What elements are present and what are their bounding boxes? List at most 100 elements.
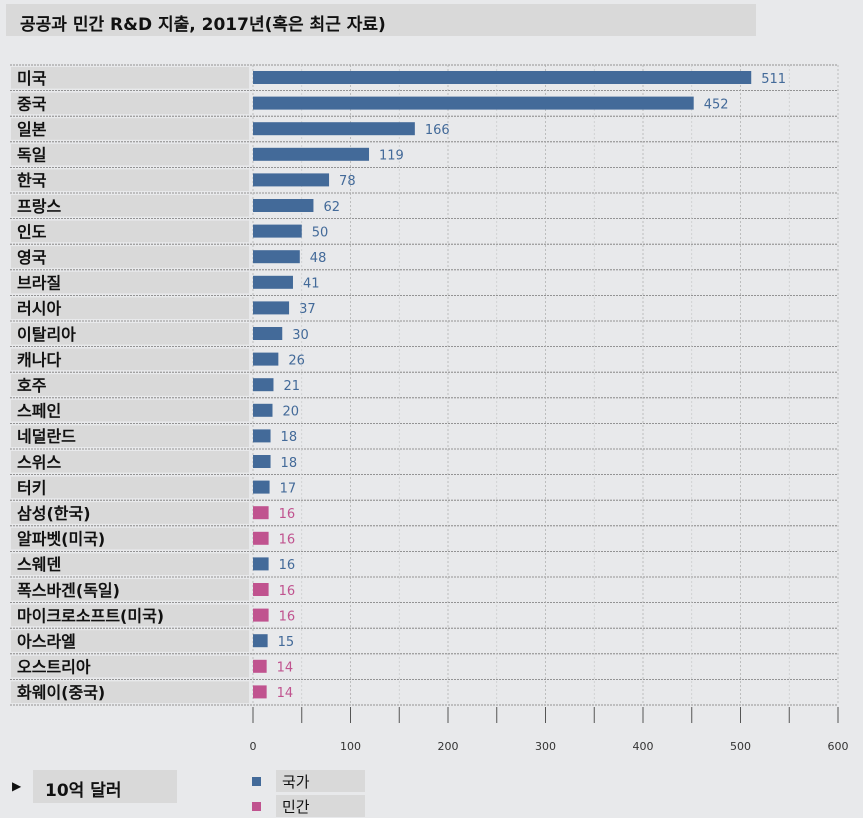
legend-label-box — [276, 770, 365, 792]
category-label-box — [11, 92, 249, 115]
legend-label-private: 민간 — [282, 798, 310, 816]
bar — [253, 583, 269, 596]
bar — [253, 173, 330, 187]
value-label: 78 — [339, 174, 356, 189]
category-label: 브라질 — [17, 274, 61, 293]
bar — [253, 275, 293, 289]
value-label: 166 — [425, 123, 450, 138]
bar — [253, 301, 290, 315]
bar — [253, 634, 268, 648]
value-label: 452 — [704, 97, 729, 112]
bar — [253, 250, 300, 264]
chart-title-bar: 공공과 민간 R&D 지출, 2017년(혹은 최근 자료) — [6, 4, 756, 36]
category-label: 폭스바겐(독일) — [17, 581, 120, 600]
category-label: 한국 — [17, 171, 47, 190]
category-label: 미국 — [17, 69, 47, 88]
bar — [253, 455, 271, 468]
value-label: 119 — [379, 149, 404, 164]
category-label: 영국 — [17, 248, 47, 267]
category-label: 아스라엘 — [17, 632, 76, 651]
bar — [253, 403, 273, 417]
bar — [253, 71, 752, 84]
category-label-box — [11, 374, 249, 396]
legend-label-national: 국가 — [282, 773, 310, 791]
value-label: 41 — [303, 277, 320, 292]
category-label: 터키 — [17, 478, 46, 497]
value-label: 14 — [277, 686, 294, 701]
category-label: 이탈리아 — [17, 325, 76, 344]
legend-swatch-private — [252, 802, 261, 811]
category-label: 네덜란드 — [17, 427, 76, 446]
x-tick-label: 300 — [535, 740, 556, 753]
category-label-box — [11, 67, 249, 89]
category-label: 중국 — [17, 94, 47, 113]
legend-label-box — [276, 795, 365, 817]
category-label-box — [11, 246, 249, 268]
value-label: 48 — [310, 251, 327, 266]
x-tick-label: 500 — [730, 740, 751, 753]
category-label-box — [11, 143, 249, 166]
value-label: 17 — [280, 481, 297, 496]
bar — [253, 352, 279, 366]
value-label: 16 — [279, 558, 296, 573]
bar — [253, 480, 270, 494]
value-label: 511 — [761, 72, 786, 87]
x-tick-label: 200 — [438, 740, 459, 753]
bar — [253, 608, 269, 622]
value-label: 16 — [279, 609, 296, 624]
value-label: 16 — [279, 507, 296, 522]
expand-arrow-icon[interactable]: ▶ — [12, 779, 22, 793]
bar — [253, 531, 269, 545]
category-label: 오스트리아 — [17, 658, 91, 677]
value-label: 16 — [279, 533, 296, 548]
x-tick-label: 600 — [828, 740, 849, 753]
category-label-box — [11, 399, 249, 422]
category-label-box — [11, 118, 249, 140]
x-tick-label: 0 — [250, 740, 257, 753]
value-label: 15 — [278, 635, 295, 650]
bar — [253, 147, 370, 161]
category-label-box — [11, 271, 249, 294]
category-label: 일본 — [17, 120, 47, 139]
category-label-box — [11, 604, 249, 627]
value-label: 62 — [323, 200, 340, 215]
bar — [253, 224, 302, 238]
x-tick-label: 400 — [633, 740, 654, 753]
bar — [253, 557, 269, 571]
bar — [253, 506, 269, 520]
category-label: 화웨이(중국) — [17, 683, 105, 702]
category-label-box — [11, 195, 249, 217]
category-label: 러시아 — [17, 299, 61, 318]
value-label: 18 — [281, 430, 298, 445]
category-label-box — [11, 527, 249, 550]
category-label-box — [11, 655, 249, 678]
category-label: 마이크로소프트(미국) — [17, 606, 164, 625]
category-label-box — [11, 169, 249, 191]
value-label: 50 — [312, 225, 329, 240]
category-label-box — [11, 502, 249, 524]
category-label: 알파벳(미국) — [17, 530, 105, 549]
category-label: 스위스 — [17, 453, 61, 472]
value-label: 21 — [283, 379, 300, 394]
bar — [253, 122, 415, 136]
bar — [253, 96, 694, 110]
x-tick-label: 100 — [340, 740, 361, 753]
category-label: 삼성(한국) — [17, 504, 91, 523]
value-label: 18 — [281, 456, 298, 471]
value-label: 30 — [292, 328, 309, 343]
category-label-box — [11, 425, 249, 447]
category-label-box — [11, 451, 249, 473]
category-label: 캐나다 — [17, 350, 61, 369]
value-label: 20 — [283, 405, 300, 420]
category-label-box — [11, 579, 249, 601]
unit-label: 10억 달러 — [45, 781, 122, 801]
category-label-box — [11, 220, 249, 243]
category-label-box — [11, 553, 249, 575]
category-label-box — [11, 297, 249, 319]
bar — [253, 378, 274, 392]
value-label: 16 — [279, 584, 296, 599]
category-label: 프랑스 — [17, 197, 61, 216]
value-label: 26 — [288, 353, 305, 368]
bar — [253, 327, 283, 340]
